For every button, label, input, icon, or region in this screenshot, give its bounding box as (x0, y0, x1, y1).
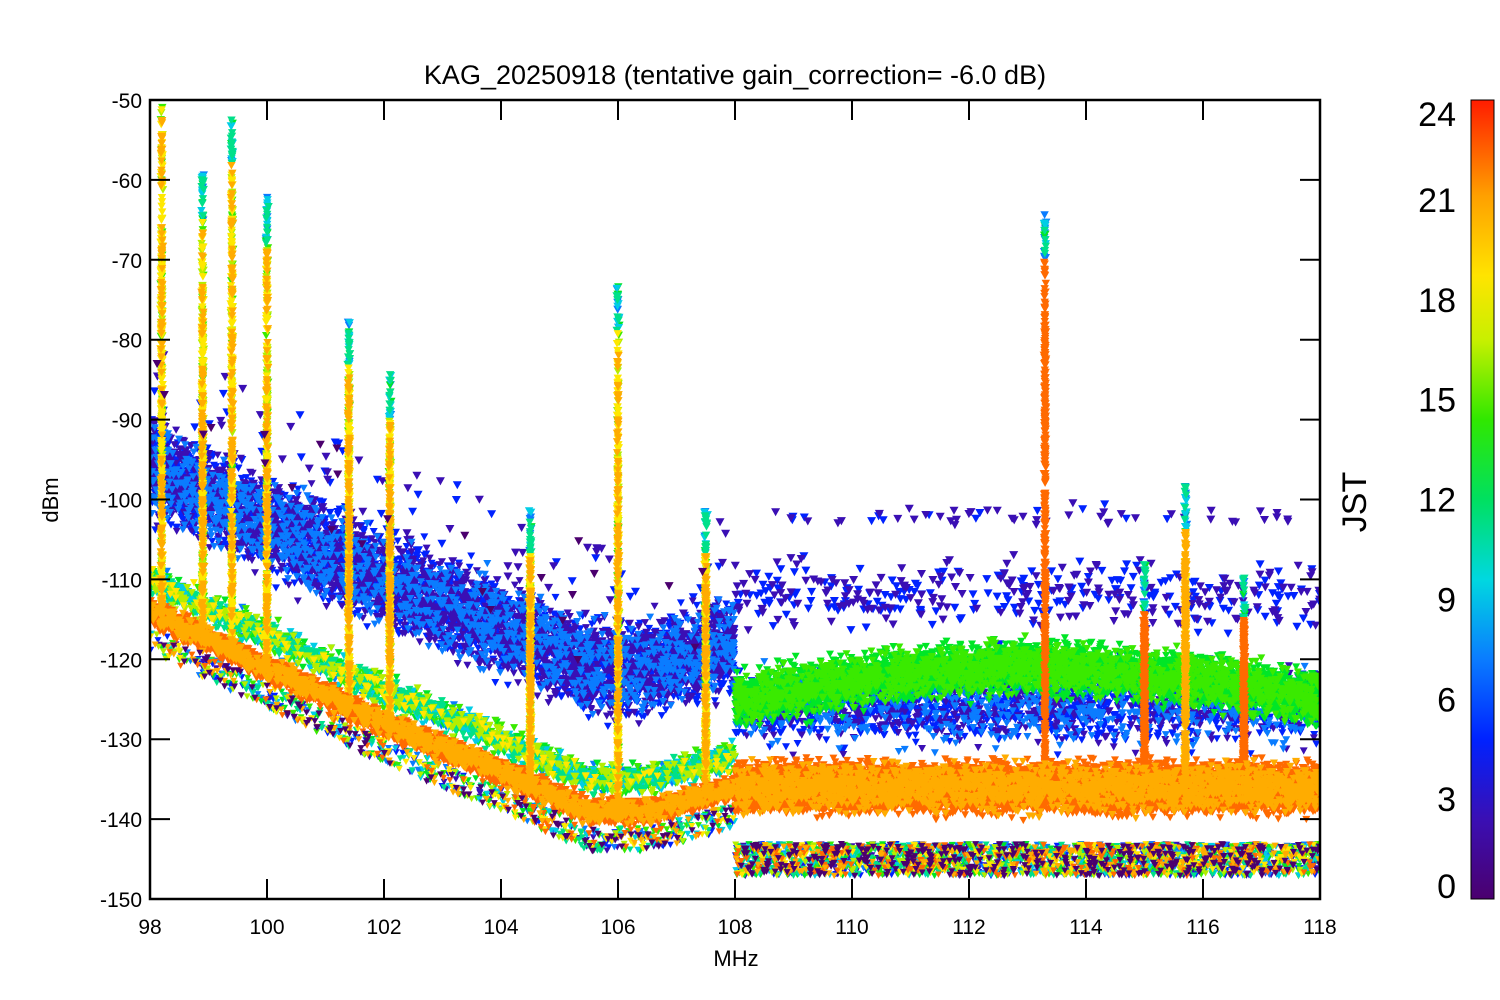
x-tick-label: 116 (1186, 916, 1219, 939)
scatter-marker-series (150, 122, 1320, 880)
y-tick-label: -100 (100, 490, 142, 513)
x-tick-label: 102 (366, 916, 401, 939)
y-tick-label: -50 (112, 90, 142, 113)
y-tick-label: -130 (100, 729, 142, 752)
y-tick-label: -110 (102, 569, 142, 592)
x-axis-title: MHz (713, 946, 758, 971)
x-tick-label: 112 (952, 916, 985, 939)
y-axis-title: dBm (38, 477, 63, 522)
y-tick-label: -60 (112, 170, 142, 193)
x-tick-label: 108 (717, 916, 752, 939)
colorbar-tick-label: 15 (1418, 382, 1456, 420)
y-tick-label: -120 (100, 649, 142, 672)
x-axis: 98 100 102 104 106 108 110 112 114 116 118 (138, 100, 1337, 939)
x-tick-label: 100 (249, 916, 284, 939)
y-axis: -50 -60 -70 -80 -90 -100 -110 -120 -130 -140 -150 (100, 90, 1320, 912)
x-tick-label: 106 (600, 916, 635, 939)
y-tick-label: -80 (112, 330, 142, 353)
colorbar-tick-label: 12 (1418, 482, 1456, 520)
chart-title: KAG_20250918 (tentative gain_correction=… (424, 60, 1046, 90)
colorbar-title: JST (1336, 472, 1374, 532)
colorbar-tick-label: 21 (1418, 182, 1456, 220)
colorbar-tick-label: 18 (1418, 282, 1456, 320)
colorbar-tick-label: 3 (1437, 781, 1456, 819)
x-tick-label: 98 (138, 916, 161, 939)
scatter-marker-series (150, 156, 1320, 879)
x-tick-label: 110 (835, 916, 868, 939)
x-tick-label: 104 (483, 916, 518, 939)
x-tick-label: 118 (1303, 916, 1336, 939)
colorbar-tick-label: 6 (1437, 681, 1456, 719)
colorbar-tick-label: 9 (1437, 581, 1456, 619)
colorbar-ticks: 0 3 6 9 12 15 18 21 24 (1418, 96, 1456, 906)
colorbar-tick-label: 0 (1437, 868, 1456, 906)
y-tick-label: -70 (112, 250, 142, 273)
y-tick-label: -90 (112, 410, 142, 433)
y-tick-label: -140 (100, 809, 142, 832)
colorbar (1470, 99, 1495, 900)
plot-area (150, 103, 1320, 880)
colorbar-tick-label: 24 (1418, 96, 1456, 134)
scatter-marker-series (150, 116, 1320, 879)
x-tick-label: 114 (1069, 916, 1103, 939)
y-tick-label: -150 (100, 889, 142, 912)
